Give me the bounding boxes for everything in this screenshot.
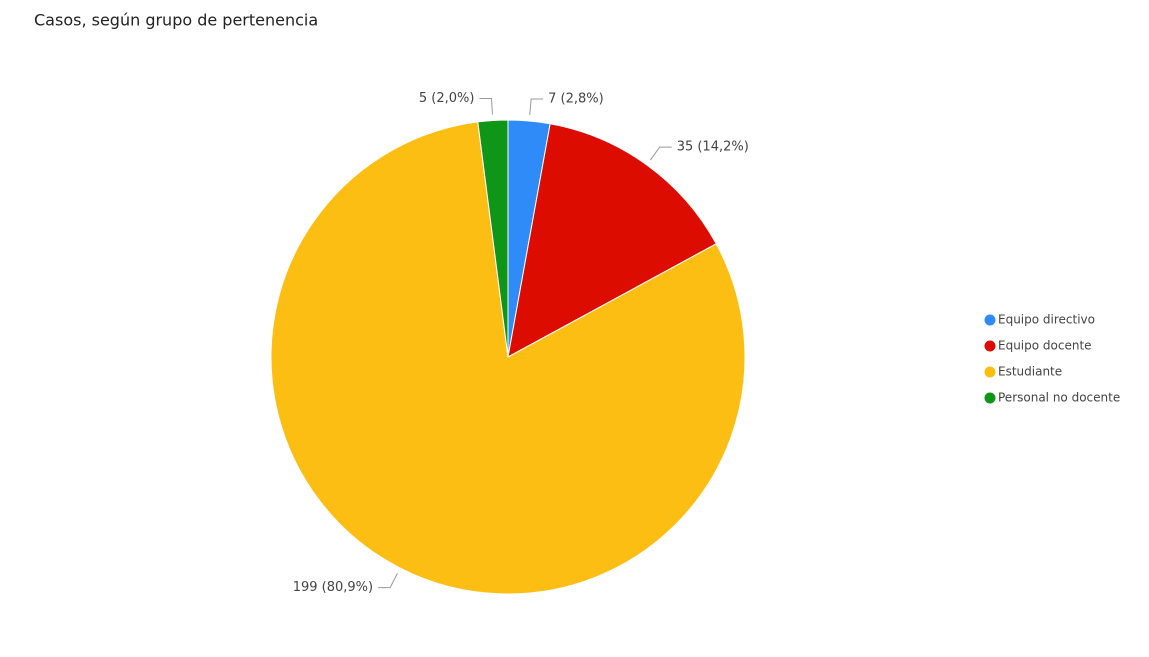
legend-marker (984, 366, 996, 378)
leader-line (479, 98, 493, 115)
value-label: 5 (2,0%) (419, 91, 475, 106)
leader-line (649, 146, 672, 161)
legend-marker (984, 392, 996, 404)
leader-line (529, 98, 544, 116)
legend-label: Equipo directivo (998, 313, 1095, 327)
chart-title: Casos, según grupo de pertenencia (34, 11, 318, 30)
legend-marker (984, 314, 996, 326)
legend-label: Equipo docente (998, 339, 1092, 353)
legend-marker (984, 340, 996, 352)
value-label: 199 (80,9%) (293, 580, 373, 595)
pie-slice (507, 123, 717, 358)
pie-slice (477, 119, 509, 358)
legend-label: Personal no docente (998, 391, 1120, 405)
value-label: 7 (2,8%) (548, 92, 604, 107)
pie-slice (270, 121, 746, 595)
legend-label: Estudiante (998, 365, 1062, 379)
leader-line (378, 573, 398, 589)
value-label: 35 (14,2%) (677, 140, 749, 155)
